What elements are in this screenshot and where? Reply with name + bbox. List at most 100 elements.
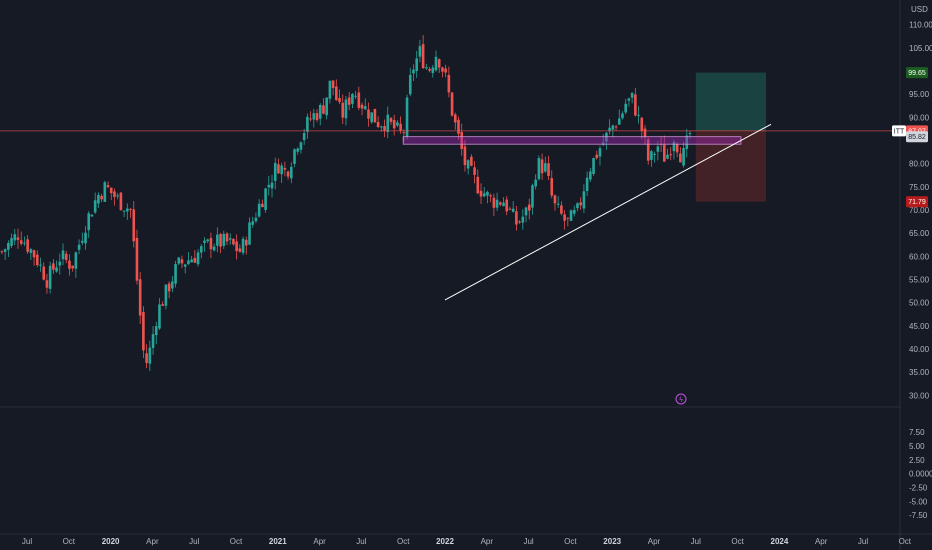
candle-body	[572, 209, 576, 214]
candle-body	[203, 240, 206, 244]
candle-body	[383, 126, 386, 131]
candle-body	[627, 98, 631, 101]
candle-body	[611, 125, 615, 130]
candle-body	[74, 252, 78, 269]
x-tick-label: Oct	[899, 537, 912, 546]
candle-body	[171, 281, 174, 289]
candle-body	[116, 195, 119, 197]
candle-body	[97, 194, 100, 204]
candle-body	[376, 121, 380, 128]
candle-body	[685, 135, 689, 149]
candle-body	[0, 251, 4, 253]
candle-body	[524, 207, 528, 216]
candle-body	[16, 237, 20, 240]
price-axis[interactable]: 110.00 105.00 95.00 90.00 80.00 75.00 70.00 65.…	[909, 21, 932, 401]
stop-price-badge-label: 71.79	[908, 199, 926, 206]
candle-body	[666, 154, 669, 159]
candle-body	[270, 182, 274, 189]
candle-body	[177, 257, 181, 264]
stop-zone-rect[interactable]	[695, 130, 767, 202]
candle-body	[100, 195, 103, 200]
candle-body	[338, 98, 341, 103]
x-tick-label: Apr	[313, 537, 326, 546]
candle-body	[457, 119, 460, 134]
lightning-marker-circle[interactable]	[675, 393, 687, 405]
lightning-marker[interactable]: ϟ	[675, 393, 687, 405]
candle-body	[199, 246, 203, 253]
candle-body	[669, 154, 673, 156]
candle-body	[476, 176, 480, 194]
demand-zone-rect[interactable]	[402, 136, 742, 145]
candle-body	[158, 304, 161, 329]
symbol-badge-bg	[892, 125, 906, 137]
target-zone[interactable]	[695, 72, 767, 131]
indicator-tick-label: 7.50	[909, 428, 925, 437]
candle-body	[502, 202, 505, 207]
zone-price-badge-label: 85.82	[908, 134, 926, 141]
candle-body	[621, 113, 624, 119]
candle-body	[470, 156, 473, 166]
candle-body	[437, 59, 441, 68]
candle-body	[196, 252, 200, 265]
candle-body	[408, 74, 412, 95]
candle-body	[351, 93, 354, 104]
candle-body	[370, 112, 373, 123]
candle-body	[138, 279, 142, 316]
stop-zone[interactable]	[695, 130, 767, 202]
x-tick-label: Oct	[564, 537, 577, 546]
candle-body	[486, 191, 489, 196]
y-tick-label: 90.00	[909, 113, 930, 122]
candle-body	[360, 104, 364, 109]
indicator-tick-label: -7.50	[909, 511, 928, 520]
candle-body	[193, 257, 197, 263]
indicator-axis[interactable]: 7.50 5.00 2.50 0.0000 -2.50 -5.00 -7.50	[909, 428, 932, 520]
x-tick-label: 2023	[603, 537, 621, 546]
y-tick-label: 95.00	[909, 90, 930, 99]
candle-body	[392, 120, 396, 129]
candle-body	[418, 46, 422, 57]
candle-body	[614, 126, 618, 128]
candle-body	[290, 166, 293, 179]
candle-body	[589, 171, 592, 180]
candle-body	[238, 248, 242, 252]
candle-body	[302, 133, 306, 141]
target-zone-rect[interactable]	[695, 72, 767, 131]
candle-body	[93, 200, 97, 213]
indicator-tick-label: 0.0000	[909, 470, 932, 479]
candle-body	[135, 237, 139, 281]
candle-body	[576, 203, 579, 209]
time-axis[interactable]: Jul Oct 2020 Apr Jul Oct 2021 Apr Jul Oct 2022 Apr J…	[22, 537, 912, 546]
demand-zone[interactable]	[402, 136, 742, 145]
candle-body	[347, 97, 351, 105]
zone-price-badge-bg	[906, 131, 928, 143]
x-tick-label: Jul	[189, 537, 199, 546]
y-tick-label: 55.00	[909, 276, 930, 285]
candle-body	[122, 210, 126, 212]
candle-body	[219, 234, 222, 247]
x-tick-label: Oct	[397, 537, 410, 546]
candle-body	[428, 69, 431, 71]
candle-body	[521, 216, 525, 223]
candle-body	[13, 234, 17, 241]
candle-body	[550, 178, 554, 196]
x-tick-label: Apr	[481, 537, 494, 546]
candle-body	[235, 241, 238, 251]
candle-body	[415, 58, 419, 71]
x-tick-label: Oct	[731, 537, 744, 546]
y-tick-label: 60.00	[909, 252, 930, 261]
candle-body	[566, 217, 570, 219]
candles	[0, 35, 692, 371]
stop-price-badge-bg	[906, 196, 928, 208]
y-tick-label: 35.00	[909, 368, 930, 377]
x-tick-label: Jul	[858, 537, 868, 546]
candle-body	[293, 149, 296, 164]
candle-body	[306, 116, 309, 132]
candle-body	[518, 221, 521, 223]
candle-body	[228, 238, 232, 240]
candle-body	[87, 213, 91, 231]
candle-body	[556, 203, 560, 205]
candle-body	[511, 208, 515, 212]
trendline[interactable]	[444, 123, 772, 301]
